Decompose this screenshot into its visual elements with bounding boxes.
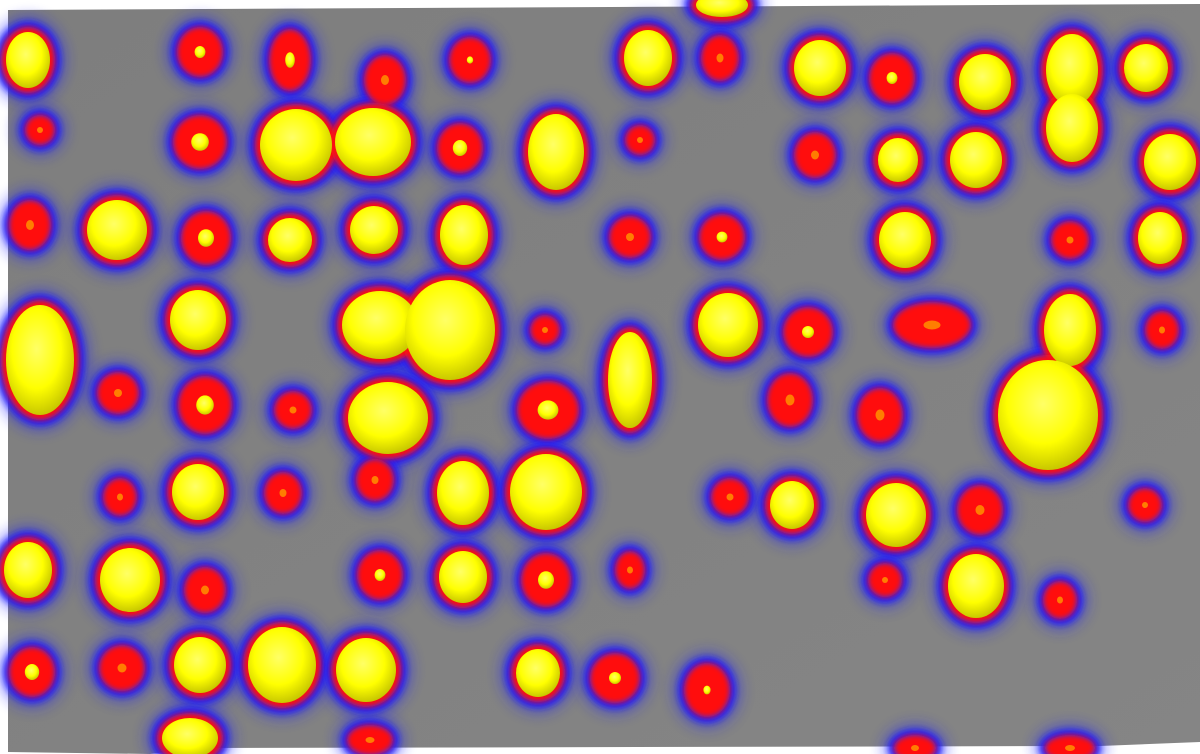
peak-cap <box>25 664 39 680</box>
peak-cap <box>878 138 918 182</box>
peak-cap <box>6 32 50 88</box>
peak-cap <box>348 382 428 454</box>
peak-core <box>114 389 122 397</box>
peak-cap <box>866 483 926 547</box>
peak-cap <box>260 109 332 181</box>
peak-core <box>290 407 297 414</box>
peak-cap <box>335 108 411 176</box>
peak-cap <box>198 229 214 247</box>
peak-cap <box>405 280 495 380</box>
peak-cap <box>1124 44 1168 92</box>
peak-cap <box>698 293 758 357</box>
peak-core <box>786 395 795 406</box>
peak-cap <box>1044 294 1096 366</box>
peak-cap <box>196 395 214 414</box>
peak-cap <box>516 649 560 697</box>
peak-core <box>727 494 734 501</box>
peak-cap <box>624 30 672 86</box>
peak-cap <box>794 40 846 96</box>
peak-cap <box>191 133 209 151</box>
peak-cap <box>4 542 52 598</box>
peak-core <box>1142 502 1148 508</box>
peak-cap <box>268 218 312 262</box>
peak-cap <box>350 206 398 254</box>
peak-cap <box>538 571 554 589</box>
peak-cap <box>538 400 559 419</box>
peak-cap <box>439 551 487 603</box>
peak-core <box>37 127 43 133</box>
peak-core <box>117 494 123 501</box>
peak-cap <box>959 54 1011 110</box>
peak-cap <box>948 554 1004 618</box>
peak-cap <box>510 454 582 530</box>
peak-cap <box>717 232 728 243</box>
peak-cap <box>440 205 488 265</box>
peak-cap <box>528 114 584 190</box>
peak-cap <box>1046 94 1098 162</box>
peak-cap <box>608 332 652 428</box>
peak-cap <box>770 481 814 529</box>
peak-cap <box>375 569 386 581</box>
peak-core <box>26 220 34 230</box>
peak-core <box>876 410 885 421</box>
peak-cap <box>100 548 160 612</box>
peak-core <box>366 737 375 743</box>
peak-cap <box>950 132 1002 188</box>
peak-cap <box>887 72 898 84</box>
peak-core <box>1067 237 1074 244</box>
peak-cap <box>467 56 473 63</box>
peak-core <box>372 476 379 484</box>
peak-cap <box>1144 134 1196 190</box>
peak-cap <box>170 290 226 350</box>
peak-core <box>201 586 209 595</box>
peak-core <box>627 567 633 574</box>
peak-cap <box>336 638 396 702</box>
peak-cap <box>879 212 931 268</box>
peak-core <box>976 505 985 515</box>
peak-core <box>811 151 819 160</box>
peak-core <box>280 489 287 497</box>
peak-cap <box>285 52 295 68</box>
peak-cap <box>437 461 489 525</box>
peak-cap <box>802 326 814 338</box>
peak-core <box>1065 745 1075 751</box>
peak-cap <box>703 686 710 695</box>
peak-core <box>637 137 643 143</box>
peak-core <box>911 745 919 751</box>
peak-cap <box>172 464 224 520</box>
peak-core <box>924 321 941 330</box>
peak-core <box>717 54 724 63</box>
peak-core <box>118 664 127 673</box>
peak-core <box>1159 327 1165 334</box>
peak-core <box>1057 597 1063 604</box>
peak-cap <box>6 305 74 415</box>
peak-cap <box>195 46 206 58</box>
peak-core <box>381 75 389 85</box>
peak-core <box>542 327 548 333</box>
peak-core <box>882 577 888 583</box>
peak-cap <box>87 200 147 260</box>
peak-cap <box>609 672 621 684</box>
peak-cap <box>174 637 226 693</box>
peak-core <box>626 233 634 241</box>
peak-cap <box>998 360 1098 470</box>
peak-cap <box>248 627 316 703</box>
peak-cap <box>453 140 467 156</box>
peak-cap <box>1138 212 1182 264</box>
